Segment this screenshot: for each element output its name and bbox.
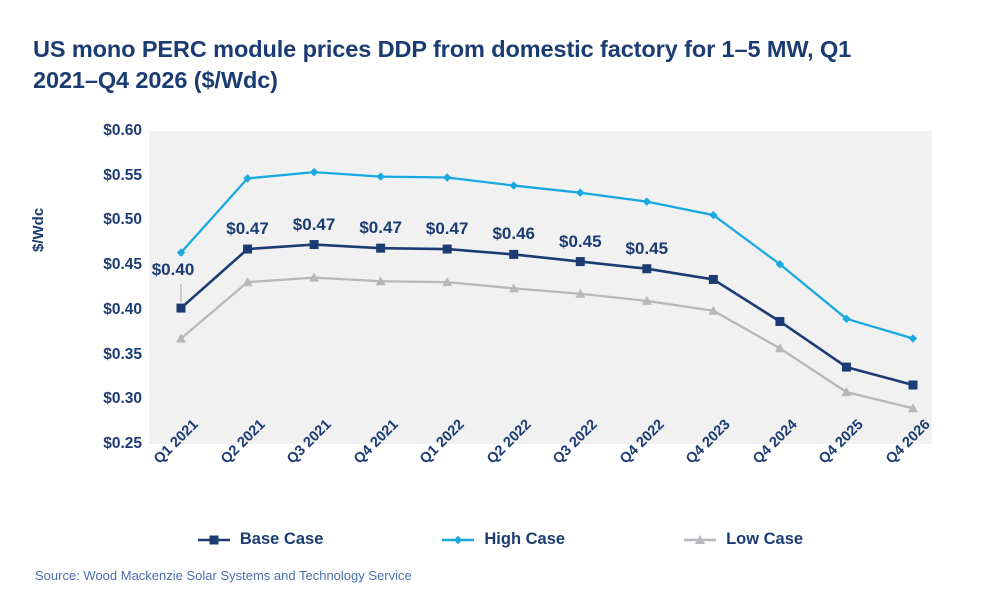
data-point-marker xyxy=(774,343,785,353)
legend-item-base-case[interactable]: Base Case xyxy=(197,530,323,549)
legend-item-low-case[interactable]: Low Case xyxy=(683,530,803,549)
series-line xyxy=(180,243,914,387)
data-point-label: $0.40 xyxy=(151,260,195,280)
data-point-marker xyxy=(242,277,253,287)
data-point-label: $0.45 xyxy=(558,231,602,251)
data-point-marker xyxy=(176,303,186,313)
data-point-marker xyxy=(509,181,518,190)
data-point-marker xyxy=(176,248,186,257)
data-point-marker xyxy=(243,174,252,183)
data-point-marker xyxy=(908,403,918,413)
data-point-marker xyxy=(376,172,385,181)
data-point-marker xyxy=(908,334,918,343)
data-point-label: $0.47 xyxy=(359,218,402,238)
data-point-marker xyxy=(575,288,586,298)
page-title: US mono PERC module prices DDP from dome… xyxy=(33,36,852,94)
data-point-marker xyxy=(454,535,463,544)
legend-swatch-triangle-icon xyxy=(684,534,717,544)
data-point-marker xyxy=(709,210,718,220)
y-axis-tick-label: $0.50 xyxy=(103,211,142,229)
series-line xyxy=(180,170,914,340)
source-note: Source: Wood Mackenzie Solar Systems and… xyxy=(35,568,412,583)
series-base-case xyxy=(176,240,918,390)
series-low-case xyxy=(176,272,918,413)
data-point-marker xyxy=(509,249,519,259)
data-point-label: $0.45 xyxy=(625,238,669,258)
data-point-label: $0.46 xyxy=(492,224,535,244)
data-point-marker xyxy=(376,243,386,253)
data-point-marker xyxy=(309,167,319,177)
data-point-marker xyxy=(841,362,851,372)
data-point-marker xyxy=(708,305,719,315)
data-point-marker xyxy=(209,535,219,544)
plot-area xyxy=(149,131,932,444)
y-axis-tick-label: $0.25 xyxy=(103,435,142,452)
data-point-marker xyxy=(708,274,718,284)
data-point-label: $0.47 xyxy=(425,219,469,239)
data-point-marker xyxy=(775,260,785,269)
data-point-marker xyxy=(309,272,320,282)
legend-label: Low Case xyxy=(726,530,804,548)
data-point-marker xyxy=(375,276,386,286)
y-axis-tick-label: $0.30 xyxy=(103,390,142,408)
legend-swatch-square-icon xyxy=(197,535,230,544)
data-point-marker xyxy=(576,188,585,197)
data-point-marker xyxy=(442,173,452,182)
y-axis-tick-label: $0.45 xyxy=(103,256,142,274)
legend: Base Case High Case Low Case xyxy=(0,530,1000,549)
data-point-marker xyxy=(508,283,519,293)
y-axis-ticks: $0.60 $0.55 $0.50 $0.45 $0.40 $0.35 $0.30 $0.25 xyxy=(62,0,142,600)
y-axis-tick-label: $0.35 xyxy=(103,345,142,363)
data-point-marker xyxy=(842,314,851,323)
legend-swatch-diamond-icon xyxy=(442,535,475,544)
legend-label: Base Case xyxy=(239,530,324,548)
legend-item-high-case[interactable]: High Case xyxy=(441,530,565,549)
data-point-label: $0.47 xyxy=(292,214,336,234)
data-point-marker xyxy=(176,333,186,343)
data-point-marker xyxy=(442,277,453,287)
data-point-marker xyxy=(641,295,652,305)
data-point-marker xyxy=(642,264,652,274)
data-point-marker xyxy=(908,380,918,390)
data-point-marker xyxy=(243,244,253,254)
y-axis-tick-label: $0.55 xyxy=(103,166,142,184)
data-point-marker xyxy=(309,240,319,250)
series-high-case xyxy=(176,167,918,343)
data-point-label: $0.47 xyxy=(226,219,269,239)
data-point-marker xyxy=(695,534,706,544)
data-point-marker xyxy=(775,316,785,326)
data-point-marker xyxy=(575,257,585,267)
y-axis-tick-label: $0.60 xyxy=(103,122,142,139)
y-axis-tick-label: $0.40 xyxy=(103,300,142,318)
legend-label: High Case xyxy=(484,530,566,548)
series-line xyxy=(180,276,914,410)
data-point-marker xyxy=(442,244,452,254)
data-point-marker xyxy=(841,387,852,397)
data-point-marker xyxy=(642,197,652,206)
